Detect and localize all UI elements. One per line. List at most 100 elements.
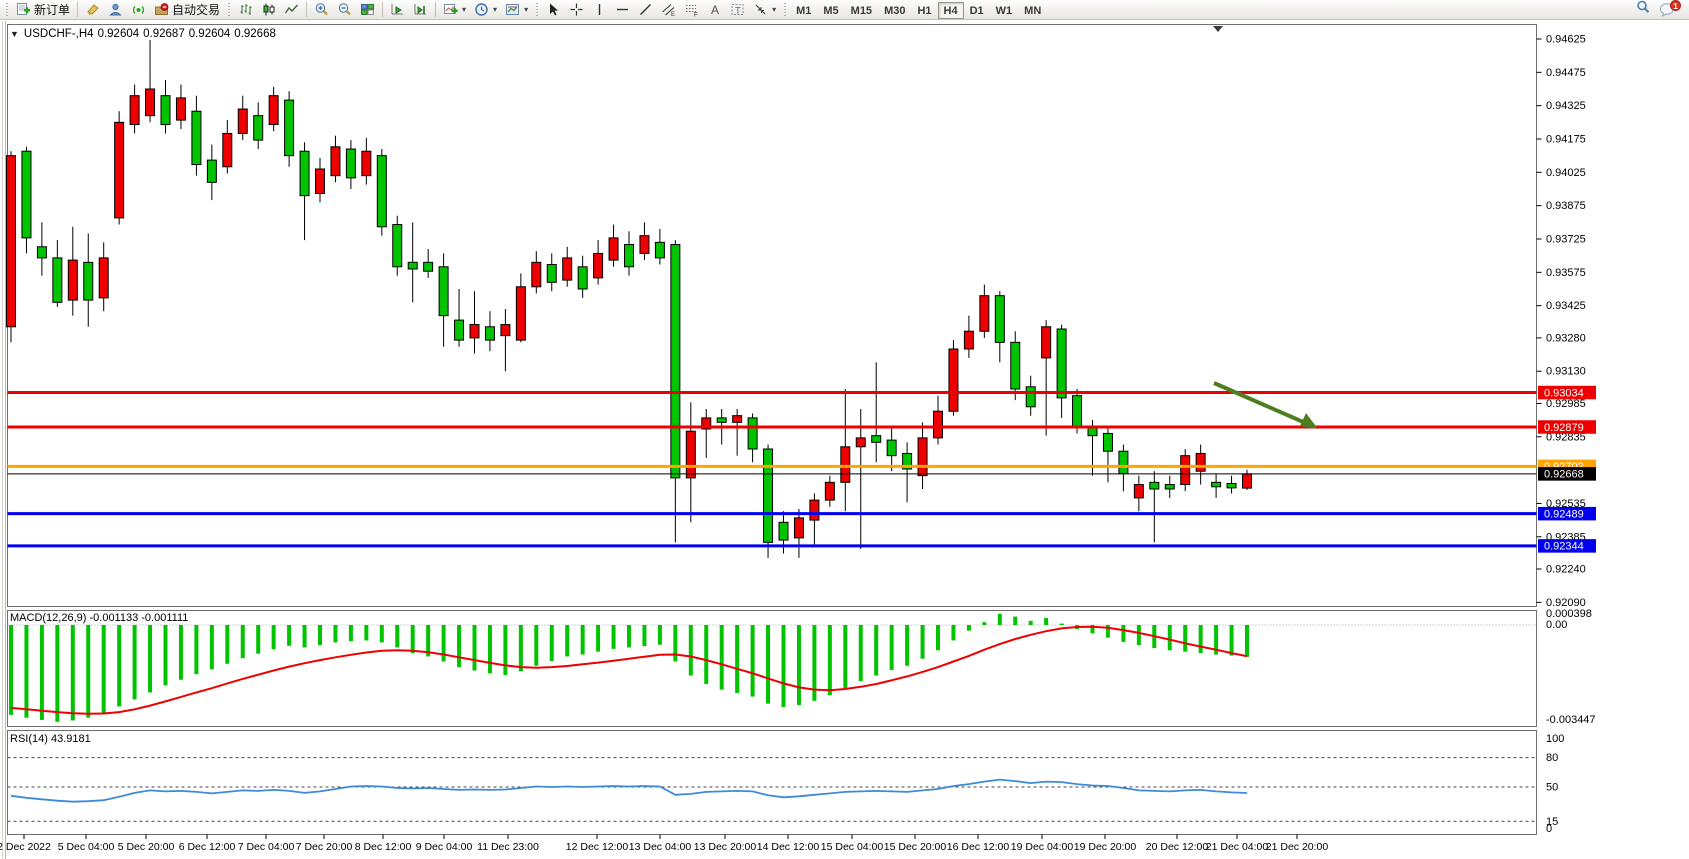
- candlestick-series: [6, 40, 1252, 558]
- trend-arrow-annotation[interactable]: [1213, 381, 1318, 429]
- chart-title: ▼ USDCHF-,H4 0.92604 0.92687 0.92604 0.92668: [10, 28, 280, 40]
- svg-text:0.000398: 0.000398: [1546, 608, 1592, 620]
- price-axis[interactable]: 0.94625 0.94475 0.94325 0.94175 0.94025 0.938…: [1536, 34, 1597, 609]
- timeframe-d1-button[interactable]: D1: [964, 2, 990, 19]
- search-icon[interactable]: [1635, 0, 1651, 20]
- candlestick-mode-button[interactable]: [257, 1, 280, 19]
- svg-text:12 Dec 12:00: 12 Dec 12:00: [566, 841, 629, 853]
- toolbar-grip[interactable]: [535, 2, 540, 17]
- svg-text:0.93130: 0.93130: [1546, 366, 1586, 378]
- timeframe-w1-button[interactable]: W1: [990, 2, 1019, 19]
- toolbar-right: 1: [1635, 0, 1687, 20]
- svg-text:0: 0: [1546, 823, 1552, 835]
- text-label-tool-button[interactable]: T: [726, 1, 749, 19]
- new-order-icon: [16, 2, 31, 17]
- svg-text:0.93725: 0.93725: [1546, 234, 1586, 246]
- timeframe-mn-button[interactable]: MN: [1018, 2, 1047, 19]
- cursor-tool-button[interactable]: [542, 1, 565, 19]
- tile-windows-button[interactable]: [356, 1, 379, 19]
- svg-text:T: T: [735, 6, 741, 17]
- periods-button[interactable]: ▾: [470, 1, 501, 19]
- zoom-out-button[interactable]: [333, 1, 356, 19]
- svg-text:0.92668: 0.92668: [1544, 469, 1584, 481]
- toolbar-grip[interactable]: [783, 2, 788, 17]
- svg-text:0.92835: 0.92835: [1546, 431, 1586, 443]
- notification-badge: 1: [1670, 0, 1681, 11]
- price-badge-0.92344: [1538, 539, 1596, 553]
- signal-button[interactable]: [127, 1, 150, 19]
- timeframe-m1-button[interactable]: M1: [790, 2, 817, 19]
- trendline-icon: [638, 2, 653, 17]
- toolbar-grip[interactable]: [5, 2, 9, 17]
- price-pane: [6, 40, 1537, 558]
- timeframe-h1-button[interactable]: H1: [911, 2, 937, 19]
- horizontal-line-tool-button[interactable]: [611, 1, 634, 19]
- vertical-line-icon: [592, 2, 607, 17]
- line-chart-icon: [284, 2, 299, 17]
- svg-text:F: F: [694, 12, 698, 18]
- signal-icon: [131, 2, 146, 17]
- timeframe-m5-button[interactable]: M5: [817, 2, 844, 19]
- notifications-button[interactable]: 1: [1659, 0, 1681, 18]
- styler-button[interactable]: [81, 1, 104, 19]
- svg-text:21 Dec 20:00: 21 Dec 20:00: [1266, 841, 1329, 853]
- svg-text:0.93034: 0.93034: [1544, 387, 1584, 399]
- brush-icon: [85, 2, 100, 17]
- zoom-in-icon: [314, 2, 329, 17]
- chart-shift-marker[interactable]: [1213, 26, 1223, 32]
- vertical-line-tool-button[interactable]: [588, 1, 611, 19]
- fibonacci-icon: F: [684, 2, 699, 17]
- crosshair-tool-button[interactable]: [565, 1, 588, 19]
- svg-text:0.94325: 0.94325: [1546, 100, 1586, 112]
- separator: [77, 2, 79, 17]
- svg-text:19 Dec 20:00: 19 Dec 20:00: [1074, 841, 1137, 853]
- fibonacci-tool-button[interactable]: F: [680, 1, 703, 19]
- indicators-button[interactable]: ▾: [439, 1, 470, 19]
- dropdown-caret: ▾: [462, 5, 467, 14]
- arrow-shapes-icon: [753, 2, 768, 17]
- trendline-tool-button[interactable]: [634, 1, 657, 19]
- horizontal-level-lines[interactable]: [7, 391, 1537, 548]
- horizontal-line-icon: [615, 2, 630, 17]
- time-axis[interactable]: 2 Dec 2022 5 Dec 04:00 5 Dec 20:00 6 Dec 12…: [0, 834, 1329, 854]
- high-value: 0.92687: [143, 28, 185, 40]
- auto-trading-icon: [154, 2, 169, 17]
- indicators-icon: [443, 2, 458, 17]
- bar-chart-mode-button[interactable]: [234, 1, 257, 19]
- symbol-period: USDCHF-,H4: [23, 28, 94, 40]
- timeframe-m15-button[interactable]: M15: [845, 2, 878, 19]
- bar-chart-icon: [238, 2, 253, 17]
- macd-label: MACD(12,26,9) -0.001133 -0.001111: [10, 612, 189, 624]
- timeframe-h4-button[interactable]: H4: [937, 1, 964, 19]
- svg-text:15 Dec 20:00: 15 Dec 20:00: [884, 841, 947, 853]
- templates-button[interactable]: ▾: [501, 1, 532, 19]
- svg-text:0.93280: 0.93280: [1546, 332, 1586, 344]
- channel-tool-button[interactable]: E: [657, 1, 680, 19]
- template-icon: [505, 2, 520, 17]
- line-chart-mode-button[interactable]: [280, 1, 303, 19]
- svg-text:E: E: [671, 12, 675, 17]
- svg-text:6 Dec 12:00: 6 Dec 12:00: [179, 841, 236, 853]
- svg-text:19 Dec 04:00: 19 Dec 04:00: [1011, 841, 1074, 853]
- timeframe-m30-button[interactable]: M30: [878, 2, 911, 19]
- dropdown-caret: ▾: [493, 5, 498, 14]
- auto-trading-button[interactable]: 自动交易: [150, 1, 224, 19]
- svg-text:0.94025: 0.94025: [1546, 167, 1586, 179]
- crosshair-icon: [569, 2, 584, 17]
- chart-collapse-toggle[interactable]: ▼: [10, 29, 19, 39]
- arrows-tool-button[interactable]: ▾: [749, 1, 780, 19]
- auto-scroll-button[interactable]: [386, 1, 409, 19]
- zoom-in-button[interactable]: [310, 1, 333, 19]
- svg-text:0.92240: 0.92240: [1546, 564, 1586, 576]
- svg-text:0.93575: 0.93575: [1546, 267, 1586, 279]
- chart-shift-button[interactable]: [409, 1, 432, 19]
- profiles-button[interactable]: [104, 1, 127, 19]
- svg-text:5 Dec 20:00: 5 Dec 20:00: [118, 841, 175, 853]
- svg-text:16 Dec 12:00: 16 Dec 12:00: [947, 841, 1010, 853]
- new-order-button[interactable]: 新订单: [12, 1, 74, 19]
- svg-text:0.93875: 0.93875: [1546, 200, 1586, 212]
- toolbar-grip[interactable]: [227, 2, 232, 17]
- svg-text:100: 100: [1546, 733, 1564, 745]
- text-tool-button[interactable]: A: [703, 1, 726, 19]
